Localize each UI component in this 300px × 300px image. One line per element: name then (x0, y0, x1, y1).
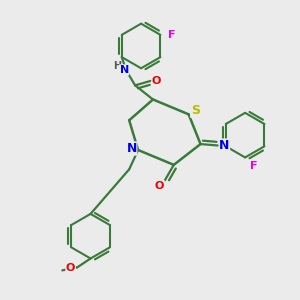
Text: N: N (119, 65, 129, 75)
Text: N: N (126, 142, 137, 155)
Text: H: H (113, 61, 121, 71)
Text: O: O (152, 76, 161, 86)
Text: N: N (219, 139, 230, 152)
Text: O: O (66, 263, 75, 273)
Text: F: F (168, 30, 176, 40)
Text: O: O (155, 181, 164, 191)
Text: F: F (250, 161, 258, 171)
Text: S: S (191, 104, 200, 117)
